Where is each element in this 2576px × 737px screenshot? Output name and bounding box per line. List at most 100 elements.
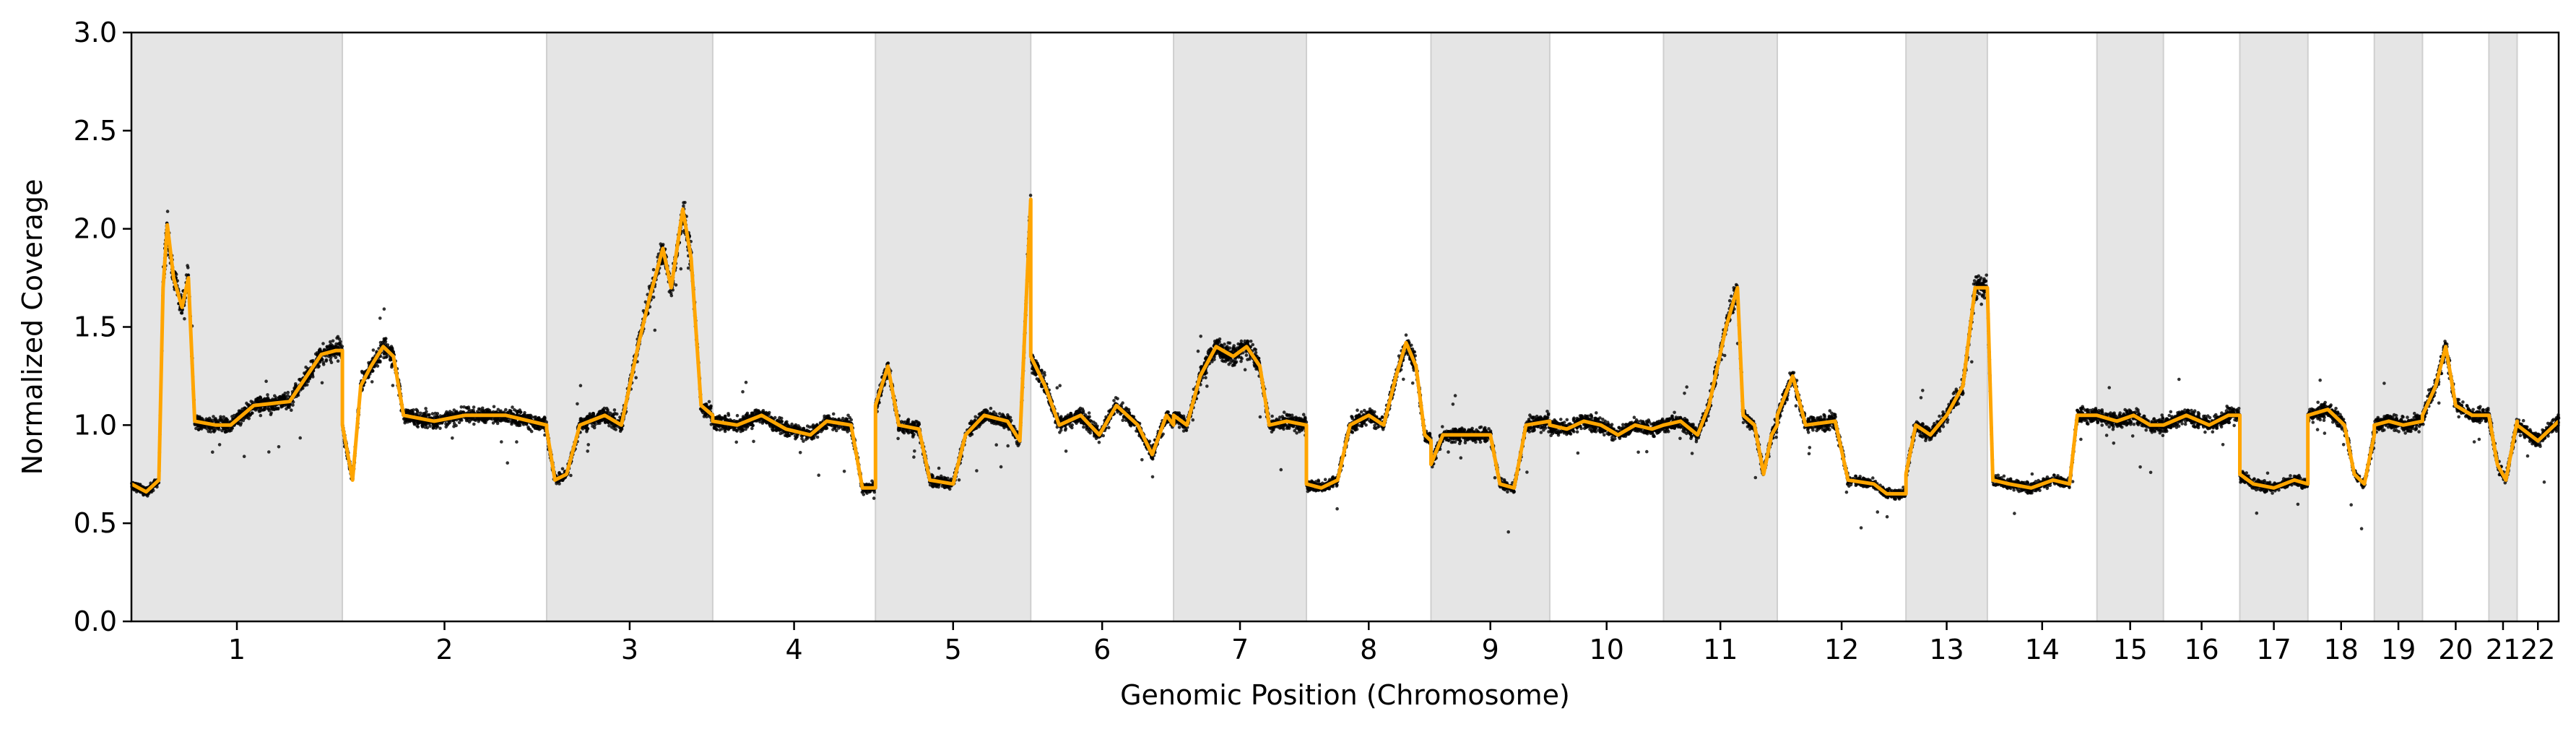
chromosome-band-11 bbox=[1662, 32, 1778, 622]
coverage-point bbox=[815, 435, 820, 439]
coverage-point bbox=[487, 410, 491, 414]
coverage-point bbox=[243, 416, 246, 421]
coverage-point bbox=[440, 421, 444, 425]
coverage-point bbox=[846, 430, 849, 434]
coverage-point bbox=[836, 426, 841, 430]
coverage-point bbox=[817, 473, 820, 477]
coverage-point bbox=[450, 410, 454, 415]
coverage-point bbox=[277, 445, 281, 449]
coverage-point bbox=[606, 410, 610, 413]
coverage-point bbox=[384, 337, 388, 340]
coverage-point bbox=[750, 426, 754, 431]
coverage-point bbox=[707, 400, 711, 404]
coverage-point bbox=[444, 425, 448, 429]
coverage-point bbox=[508, 408, 512, 413]
coverage-point bbox=[258, 395, 262, 399]
coverage-point bbox=[862, 493, 866, 496]
coverage-point bbox=[454, 423, 458, 428]
coverage-point bbox=[287, 405, 291, 410]
coverage-point bbox=[235, 413, 239, 416]
coverage-point bbox=[723, 429, 727, 434]
coverage-point bbox=[339, 340, 342, 344]
coverage-point bbox=[558, 470, 561, 475]
coverage-point bbox=[382, 350, 386, 355]
coverage-point bbox=[708, 406, 713, 410]
coverage-point bbox=[466, 418, 470, 422]
coverage-point bbox=[138, 483, 142, 486]
coverage-point bbox=[516, 421, 519, 425]
coverage-point bbox=[286, 390, 290, 395]
coverage-point bbox=[843, 427, 846, 431]
coverage-point bbox=[785, 420, 789, 424]
chromosome-band-5 bbox=[875, 32, 1032, 622]
coverage-point bbox=[714, 427, 719, 431]
coverage-point bbox=[237, 409, 241, 413]
coverage-point bbox=[741, 389, 745, 394]
coverage-point bbox=[717, 416, 721, 421]
coverage-point bbox=[193, 423, 197, 426]
coverage-point bbox=[612, 426, 616, 431]
coverage-point bbox=[272, 407, 276, 411]
coverage-point bbox=[428, 424, 432, 428]
coverage-point bbox=[734, 440, 738, 444]
coverage-point bbox=[391, 384, 395, 387]
coverage-point bbox=[370, 368, 375, 373]
coverage-point bbox=[522, 413, 526, 417]
coverage-point bbox=[222, 426, 226, 431]
coverage-point bbox=[183, 316, 186, 321]
coverage-point bbox=[430, 412, 435, 415]
coverage-point bbox=[825, 426, 829, 430]
coverage-point bbox=[598, 421, 602, 426]
coverage-point bbox=[486, 417, 490, 421]
coverage-point bbox=[506, 461, 509, 465]
coverage-point bbox=[585, 428, 589, 432]
coverage-point bbox=[805, 424, 810, 428]
coverage-point bbox=[331, 339, 335, 343]
coverage-point bbox=[526, 427, 531, 431]
coverage-point bbox=[524, 422, 529, 426]
coverage-point bbox=[310, 359, 314, 363]
coverage-point bbox=[406, 411, 410, 415]
coverage-point bbox=[184, 273, 188, 277]
coverage-point bbox=[543, 416, 547, 421]
coverage-point bbox=[507, 419, 511, 423]
coverage-point bbox=[281, 397, 285, 401]
coverage-point bbox=[472, 422, 476, 426]
coverage-point bbox=[797, 426, 800, 430]
coverage-point bbox=[704, 402, 708, 406]
coverage-point bbox=[747, 414, 751, 418]
coverage-point bbox=[612, 408, 617, 412]
coverage-point bbox=[324, 358, 329, 362]
coverage-point bbox=[452, 408, 456, 412]
coverage-point bbox=[802, 439, 805, 443]
coverage-point bbox=[329, 340, 332, 344]
coverage-point bbox=[682, 201, 685, 204]
coverage-point bbox=[872, 496, 876, 500]
coverage-point bbox=[214, 418, 219, 423]
coverage-point bbox=[591, 413, 595, 418]
coverage-point bbox=[371, 348, 376, 352]
coverage-point bbox=[291, 403, 295, 407]
coverage-point bbox=[444, 422, 448, 426]
chromosome-band-17 bbox=[2239, 32, 2309, 622]
coverage-point bbox=[222, 415, 226, 419]
coverage-point bbox=[383, 340, 388, 344]
coverage-point bbox=[750, 423, 755, 427]
coverage-point bbox=[994, 443, 998, 447]
coverage-point bbox=[427, 413, 430, 418]
coverage-point bbox=[560, 467, 565, 471]
coverage-point bbox=[612, 413, 616, 417]
coverage-point bbox=[465, 406, 469, 410]
coverage-point bbox=[423, 426, 428, 429]
coverage-point bbox=[604, 406, 609, 410]
coverage-point bbox=[404, 418, 409, 423]
coverage-point bbox=[165, 210, 170, 213]
coverage-point bbox=[424, 407, 428, 410]
coverage-point bbox=[336, 335, 340, 339]
coverage-point bbox=[721, 424, 725, 428]
coverage-point bbox=[477, 416, 480, 421]
coverage-point bbox=[735, 413, 740, 418]
coverage-point bbox=[500, 440, 503, 444]
coverage-point bbox=[912, 455, 916, 459]
coverage-point bbox=[290, 408, 293, 412]
